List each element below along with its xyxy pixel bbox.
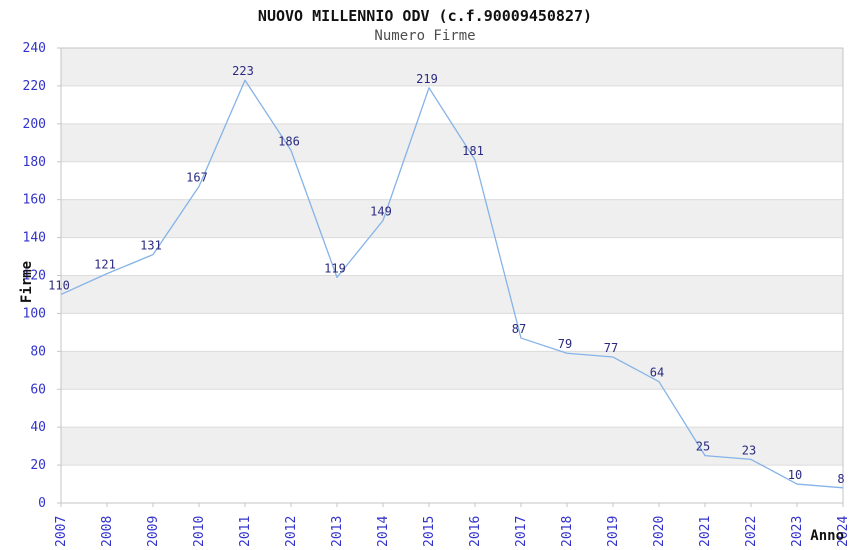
x-tick-label: 2010: [192, 516, 207, 547]
x-axis-title: Anno: [810, 528, 844, 544]
y-tick-label: 120: [23, 269, 46, 284]
data-point-label: 10: [788, 468, 802, 482]
x-tick-label: 2019: [606, 516, 621, 547]
x-tick-label: 2011: [238, 516, 253, 547]
plot-band: [61, 465, 843, 503]
x-tick-label: 2021: [698, 516, 713, 547]
x-tick-label: 2022: [744, 516, 759, 547]
plot-band: [61, 123, 843, 162]
data-point-label: 219: [416, 72, 438, 86]
y-tick-label: 20: [30, 458, 46, 473]
data-point-label: 167: [186, 170, 208, 184]
plot-band: [61, 275, 843, 314]
x-tick-label: 2016: [468, 516, 483, 547]
plot-band: [61, 389, 843, 428]
x-tick-label: 2013: [330, 516, 345, 547]
data-point-label: 25: [696, 440, 710, 454]
y-tick-label: 100: [23, 306, 46, 321]
plot-band: [61, 237, 843, 276]
chart-subtitle: Numero Firme: [374, 28, 476, 44]
x-tick-label: 2012: [284, 516, 299, 547]
data-point-label: 149: [370, 205, 392, 219]
data-point-label: 87: [512, 322, 526, 336]
y-tick-label: 200: [23, 117, 46, 132]
data-point-label: 223: [232, 64, 254, 78]
data-point-label: 23: [742, 443, 756, 457]
data-point-label: 77: [604, 341, 618, 355]
x-tick-label: 2018: [560, 516, 575, 547]
x-tick-label: 2008: [100, 516, 115, 547]
x-tick-label: 2023: [790, 516, 805, 547]
data-point-label: 64: [650, 366, 664, 380]
data-point-label: 79: [558, 337, 572, 351]
plot-band: [61, 351, 843, 390]
data-point-label: 119: [324, 261, 346, 275]
plot-band: [61, 85, 843, 124]
x-tick-label: 2015: [422, 516, 437, 547]
data-point-label: 110: [48, 278, 70, 292]
x-tick-label: 2017: [514, 516, 529, 547]
y-axis-title: Firme: [19, 260, 35, 304]
plot-band: [61, 199, 843, 238]
plot-band: [61, 161, 843, 200]
data-point-label: 121: [94, 258, 116, 272]
x-tick-label: 2020: [652, 516, 667, 547]
data-point-label: 181: [462, 144, 484, 158]
data-point-label: 186: [278, 134, 300, 148]
x-tick-label: 2014: [376, 516, 391, 547]
y-tick-label: 80: [30, 344, 46, 359]
y-tick-label: 240: [23, 41, 46, 56]
y-tick-label: 140: [23, 231, 46, 246]
y-tick-label: 160: [23, 193, 46, 208]
y-tick-label: 40: [30, 420, 46, 435]
data-point-label: 131: [140, 239, 162, 253]
data-point-label: 8: [837, 472, 844, 486]
chart-title: NUOVO MILLENNIO ODV (c.f.90009450827): [257, 7, 593, 25]
y-tick-label: 180: [23, 155, 46, 170]
y-tick-label: 220: [23, 79, 46, 94]
y-tick-label: 0: [38, 496, 46, 511]
y-tick-label: 60: [30, 382, 46, 397]
plot-border: [60, 47, 844, 504]
x-tick-label: 2009: [146, 516, 161, 547]
x-tick-label: 2024: [836, 516, 850, 547]
plot-band: [61, 48, 843, 86]
data-line: [60, 79, 844, 489]
plot-band: [61, 313, 843, 352]
plot-band: [61, 427, 843, 466]
x-tick-label: 2007: [54, 516, 69, 547]
